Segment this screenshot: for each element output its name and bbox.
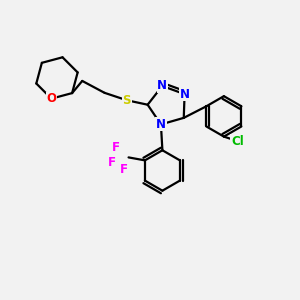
Text: N: N bbox=[157, 80, 167, 92]
Text: F: F bbox=[120, 164, 128, 176]
Text: F: F bbox=[108, 156, 116, 169]
Text: O: O bbox=[46, 92, 56, 105]
Text: N: N bbox=[156, 118, 166, 131]
Text: Cl: Cl bbox=[231, 134, 244, 148]
Text: S: S bbox=[123, 94, 131, 107]
Text: N: N bbox=[180, 88, 190, 100]
Text: F: F bbox=[112, 141, 120, 154]
